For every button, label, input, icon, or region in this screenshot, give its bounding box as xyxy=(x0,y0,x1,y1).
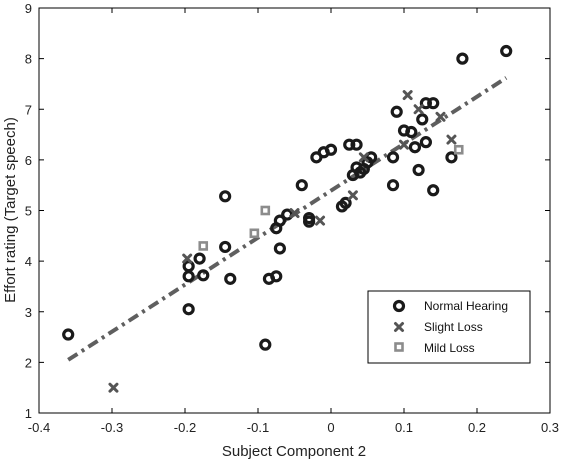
fit-line xyxy=(67,76,508,362)
point-normal-hearing xyxy=(219,240,232,254)
point-slight-loss xyxy=(358,152,369,163)
point-normal-hearing xyxy=(427,184,440,197)
point-normal-hearing xyxy=(445,151,458,164)
x-tick-label: -0.1 xyxy=(247,420,269,435)
point-slight-loss-stroke xyxy=(315,215,326,226)
legend-square-marker xyxy=(394,342,404,352)
point-normal-hearing xyxy=(365,151,378,164)
point-slight-loss-stroke xyxy=(402,90,413,101)
point-slight-loss-stroke xyxy=(399,139,409,150)
x-tick-label: -0.3 xyxy=(101,420,123,435)
legend-label-normal-hearing: Normal Hearing xyxy=(424,299,508,313)
point-normal-hearing xyxy=(270,270,283,283)
point-normal-hearing xyxy=(273,214,286,227)
point-slight-loss-stroke xyxy=(413,104,424,115)
point-slight-loss-stroke xyxy=(108,382,119,393)
point-normal-hearing xyxy=(182,303,195,316)
point-slight-loss-stroke xyxy=(435,111,446,122)
point-normal-hearing xyxy=(390,105,403,118)
point-slight-loss xyxy=(446,134,457,145)
y-tick-label: 7 xyxy=(25,102,32,117)
y-tick-label: 9 xyxy=(25,1,32,16)
axis-ticks: -0.4 -0.3 -0.2 -0.1 0 0.1 0.2 0.3 1 2 3 4 5 6 7 8 9 xyxy=(25,1,559,435)
x-tick-label: 0.3 xyxy=(541,420,559,435)
point-normal-hearing xyxy=(419,97,432,110)
x-tick-label: 0.1 xyxy=(395,420,413,435)
point-slight-loss xyxy=(108,382,119,393)
legend-label-mild-loss: Mild Loss xyxy=(424,341,475,355)
point-slight-loss xyxy=(435,111,446,122)
y-tick-label: 1 xyxy=(25,406,32,421)
point-normal-hearing xyxy=(303,215,316,228)
point-slight-loss-stroke xyxy=(446,134,457,145)
data-points xyxy=(62,44,513,393)
x-tick-label: -0.4 xyxy=(28,420,50,435)
point-mild-loss xyxy=(453,144,464,155)
y-tick-label: 8 xyxy=(25,52,32,67)
point-slight-loss xyxy=(182,253,193,264)
point-normal-hearing xyxy=(405,125,418,139)
legend-label-slight-loss: Slight Loss xyxy=(424,320,483,334)
point-normal-hearing xyxy=(339,196,352,210)
legend: Normal Hearing Slight Loss Mild Loss xyxy=(367,290,531,364)
x-axis-title: Subject Component 2 xyxy=(222,443,366,460)
point-mild-loss xyxy=(198,241,209,251)
point-normal-hearing xyxy=(343,138,356,151)
point-normal-hearing xyxy=(295,179,308,192)
point-mild-loss xyxy=(249,228,260,239)
point-normal-hearing xyxy=(193,252,206,265)
fit-line-group xyxy=(67,76,508,362)
point-slight-loss xyxy=(347,190,358,201)
x-tick-label: -0.2 xyxy=(174,420,196,435)
point-normal-hearing xyxy=(219,190,232,203)
point-mild-loss xyxy=(260,205,271,216)
legend-ring-marker xyxy=(392,299,406,313)
point-slight-loss-stroke xyxy=(182,253,193,264)
point-normal-hearing xyxy=(456,52,469,65)
y-tick-label: 4 xyxy=(25,254,32,269)
point-slight-loss xyxy=(399,139,409,150)
point-normal-hearing xyxy=(197,269,210,282)
y-tick-label: 6 xyxy=(25,153,32,168)
point-slight-loss-stroke xyxy=(347,190,358,201)
y-tick-label: 5 xyxy=(25,204,32,219)
x-tick-label: 0 xyxy=(327,420,334,435)
point-normal-hearing xyxy=(324,143,338,156)
x-tick-label: 0.2 xyxy=(468,420,486,435)
point-normal-hearing xyxy=(273,242,286,255)
y-tick-label: 3 xyxy=(25,305,32,320)
point-normal-hearing xyxy=(500,44,513,58)
point-slight-loss xyxy=(413,104,424,115)
point-slight-loss-stroke xyxy=(289,208,300,219)
legend-x-marker xyxy=(394,322,404,332)
point-normal-hearing xyxy=(386,151,400,164)
point-slight-loss xyxy=(289,208,300,219)
point-normal-hearing xyxy=(408,141,422,154)
point-normal-hearing xyxy=(419,136,432,149)
point-normal-hearing xyxy=(416,113,429,126)
point-normal-hearing xyxy=(224,272,237,285)
y-axis-title: Effort rating (Target speech) xyxy=(2,117,19,303)
point-normal-hearing xyxy=(62,328,75,341)
point-normal-hearing xyxy=(259,338,272,351)
point-slight-loss xyxy=(315,215,326,226)
y-tick-label: 2 xyxy=(25,355,32,370)
point-slight-loss xyxy=(402,90,413,101)
point-normal-hearing xyxy=(386,179,400,192)
point-slight-loss-stroke xyxy=(358,152,369,163)
point-normal-hearing xyxy=(427,97,440,110)
point-normal-hearing xyxy=(412,163,425,177)
point-normal-hearing xyxy=(350,138,363,151)
